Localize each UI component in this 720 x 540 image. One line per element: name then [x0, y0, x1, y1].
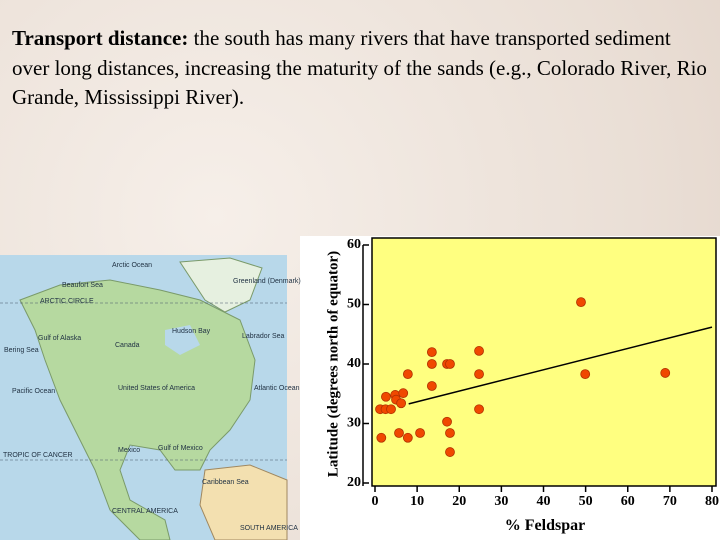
map-label: Mexico	[118, 447, 140, 454]
data-point	[394, 428, 404, 438]
x-tick-label: 60	[621, 494, 635, 509]
map-label: Pacific Ocean	[12, 388, 55, 395]
y-tick-label: 50	[347, 297, 361, 312]
x-tick-label: 20	[452, 494, 466, 509]
data-point	[445, 447, 455, 457]
data-point	[398, 388, 409, 399]
map-label: Arctic Ocean	[112, 262, 152, 269]
data-point	[415, 428, 425, 438]
map-label: Greenland (Denmark)	[233, 278, 301, 285]
x-tick-label: 80	[705, 494, 719, 509]
map-label: Beaufort Sea	[62, 282, 103, 289]
map-label: SOUTH AMERICA	[240, 525, 298, 532]
y-tick-label: 60	[347, 237, 361, 252]
data-point	[474, 346, 484, 356]
map-label: Labrador Sea	[242, 333, 285, 340]
x-tick-label: 50	[579, 494, 593, 509]
data-point	[426, 347, 437, 358]
x-tick-label: 10	[410, 494, 424, 509]
trend-line	[408, 326, 713, 405]
map-label: Hudson Bay	[172, 328, 211, 335]
data-point	[576, 297, 586, 308]
x-axis-title: % Feldspar	[505, 517, 585, 534]
map-label: ARCTIC CIRCLE	[40, 298, 94, 305]
data-point	[445, 359, 455, 369]
map-label: Atlantic Ocean	[254, 385, 300, 392]
map-label: Gulf of Mexico	[158, 445, 203, 452]
data-point	[386, 404, 396, 415]
y-tick-label: 40	[347, 356, 361, 371]
data-point	[396, 398, 407, 409]
data-point	[402, 432, 413, 443]
map-label: Gulf of Alaska	[38, 335, 81, 342]
data-point	[445, 428, 455, 438]
y-tick-label: 20	[347, 475, 361, 490]
paragraph: Transport distance: the south has many r…	[12, 24, 712, 113]
map-south-america	[199, 464, 288, 540]
data-point	[474, 369, 484, 380]
map-label: United States of America	[118, 385, 195, 392]
map	[0, 255, 288, 540]
data-point	[660, 368, 671, 378]
data-point	[426, 381, 437, 391]
map-label: Caribbean Sea	[202, 479, 249, 486]
data-point	[580, 369, 591, 380]
bold-lead: Transport distance:	[12, 26, 189, 50]
plot-area	[371, 237, 717, 487]
x-tick-label: 40	[537, 494, 551, 509]
map-label: Bering Sea	[4, 347, 39, 354]
data-point	[426, 359, 437, 369]
map-label: TROPIC OF CANCER	[3, 452, 73, 459]
body-text: the south has many rivers that have tran…	[12, 26, 707, 109]
y-tick-label: 30	[347, 416, 361, 431]
x-tick-label: 70	[663, 494, 677, 509]
map-greenland	[179, 257, 263, 313]
data-point	[402, 369, 413, 380]
x-tick-label: 30	[494, 494, 508, 509]
x-tick-label: 0	[372, 494, 379, 509]
data-point	[474, 404, 484, 415]
data-point	[442, 416, 452, 427]
map-hudson-bay	[165, 325, 200, 355]
data-point	[376, 432, 387, 443]
map-label: Canada	[115, 342, 140, 349]
data-point	[381, 391, 391, 402]
map-label: CENTRAL AMERICA	[112, 508, 178, 515]
y-axis-title: Latitude (degrees north of equator)	[325, 251, 341, 477]
